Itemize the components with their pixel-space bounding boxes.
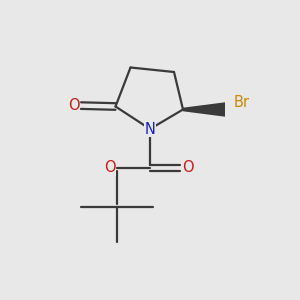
Text: O: O [104, 160, 115, 175]
Text: O: O [182, 160, 193, 175]
Polygon shape [183, 102, 225, 117]
Text: N: N [145, 122, 155, 136]
Text: O: O [68, 98, 79, 113]
Text: Br: Br [233, 95, 250, 110]
